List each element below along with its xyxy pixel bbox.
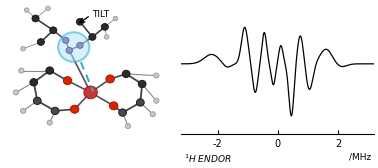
Circle shape	[30, 79, 38, 86]
Circle shape	[13, 90, 19, 95]
Circle shape	[150, 112, 155, 117]
Circle shape	[113, 16, 118, 21]
Circle shape	[47, 120, 53, 125]
Circle shape	[136, 99, 144, 106]
Circle shape	[20, 108, 26, 113]
Circle shape	[77, 42, 83, 48]
Circle shape	[89, 34, 96, 40]
Circle shape	[33, 97, 41, 104]
Circle shape	[119, 109, 127, 116]
Circle shape	[76, 18, 84, 25]
Circle shape	[24, 8, 29, 12]
Circle shape	[138, 80, 146, 88]
Circle shape	[154, 73, 159, 78]
Circle shape	[110, 102, 118, 110]
Circle shape	[46, 6, 50, 11]
Circle shape	[32, 15, 39, 22]
Text: TILT: TILT	[92, 10, 110, 19]
Circle shape	[101, 24, 108, 30]
Circle shape	[50, 27, 57, 34]
Circle shape	[125, 123, 130, 129]
Circle shape	[122, 70, 130, 78]
Circle shape	[51, 107, 59, 115]
Circle shape	[19, 68, 24, 73]
Circle shape	[70, 105, 79, 113]
Circle shape	[46, 67, 54, 74]
Text: /MHz: /MHz	[349, 153, 371, 162]
Circle shape	[66, 47, 73, 53]
Circle shape	[104, 35, 109, 39]
Circle shape	[37, 39, 45, 45]
Text: $^{1}$H ENDOR: $^{1}$H ENDOR	[184, 153, 232, 165]
Circle shape	[21, 47, 25, 51]
Circle shape	[58, 32, 89, 62]
Circle shape	[106, 75, 115, 83]
Circle shape	[84, 86, 98, 99]
Circle shape	[154, 98, 159, 103]
Circle shape	[63, 77, 72, 85]
Circle shape	[62, 37, 69, 43]
